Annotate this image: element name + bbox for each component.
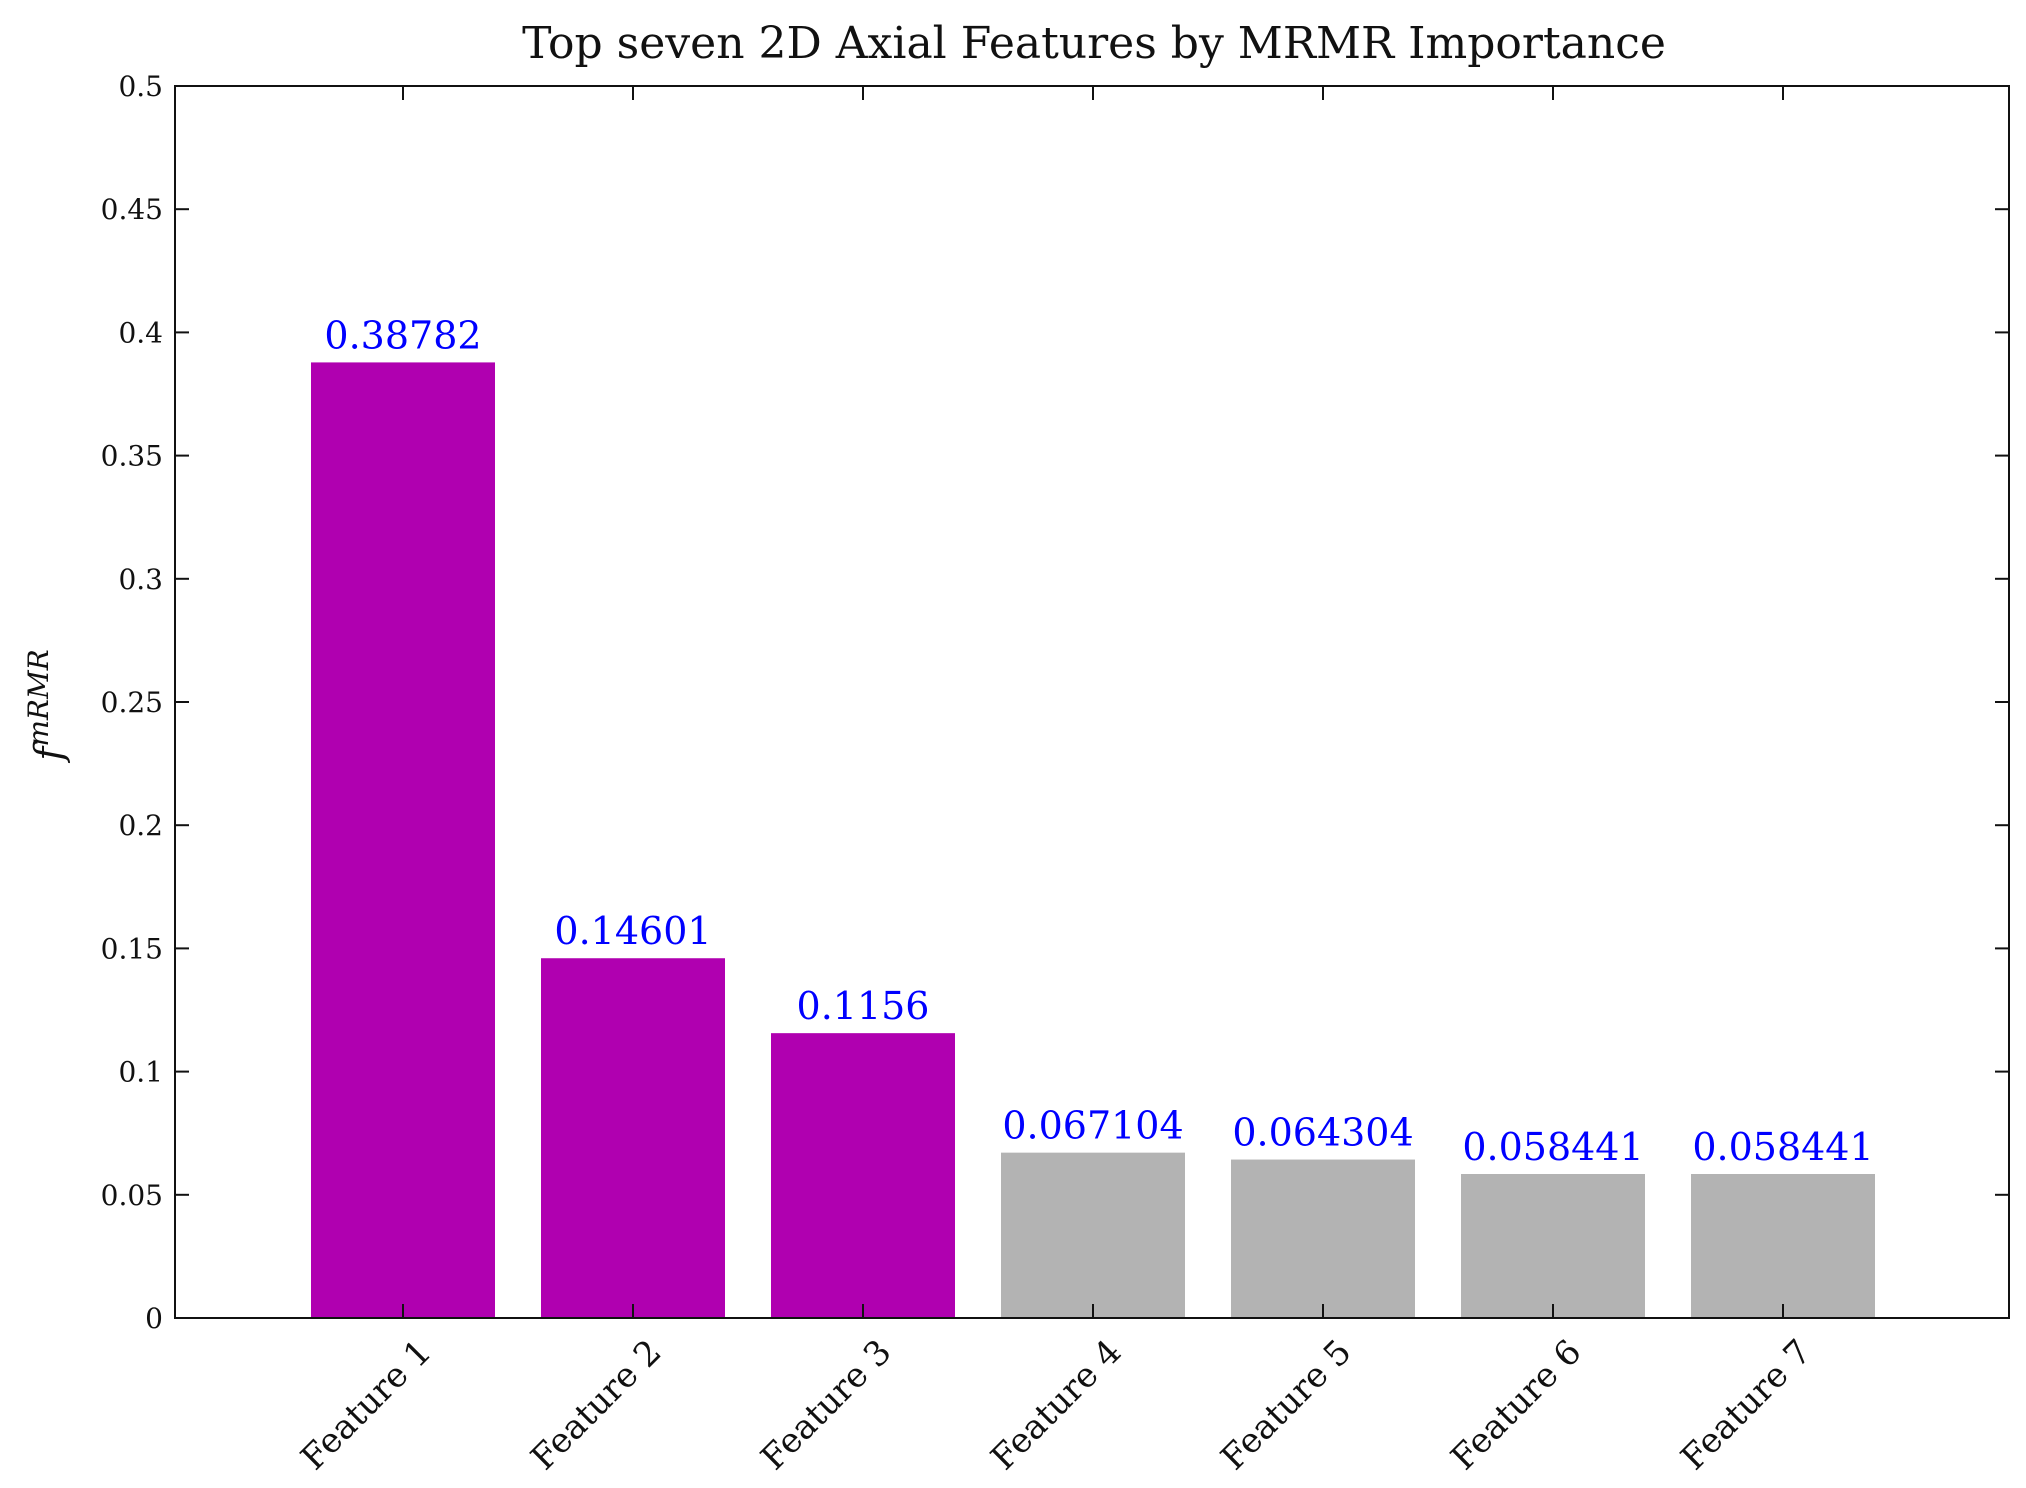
y-tick-label: 0.45 bbox=[101, 193, 163, 226]
y-tick-label: 0.35 bbox=[101, 440, 163, 473]
y-axis-label: fmRMR bbox=[22, 649, 71, 763]
bars-group bbox=[311, 362, 1875, 1319]
data-label-feature-6: 0.058441 bbox=[1462, 1125, 1643, 1169]
bar-feature-1 bbox=[311, 362, 495, 1319]
data-label-feature-1: 0.38782 bbox=[324, 313, 481, 357]
data-label-feature-5: 0.064304 bbox=[1232, 1111, 1413, 1155]
y-tick-label: 0.2 bbox=[118, 809, 163, 842]
y-tick-label: 0.4 bbox=[118, 316, 163, 349]
x-tick-label-feature-3: Feature 3 bbox=[753, 1332, 899, 1478]
bar-feature-4 bbox=[1001, 1152, 1185, 1318]
data-labels-group: 0.38782 0.14601 0.1156 0.067104 0.064304 0.05… bbox=[324, 313, 1873, 1169]
chart-title: Top seven 2D Axial Features by MRMR Impo… bbox=[522, 18, 1666, 69]
data-label-feature-7: 0.058441 bbox=[1692, 1125, 1873, 1169]
bar-feature-2 bbox=[541, 958, 725, 1318]
y-tick-label: 0.15 bbox=[101, 932, 163, 965]
y-tick-label: 0 bbox=[145, 1302, 163, 1335]
data-label-feature-2: 0.14601 bbox=[554, 909, 711, 953]
bar-feature-5 bbox=[1231, 1159, 1415, 1318]
x-tick-label-feature-6: Feature 6 bbox=[1443, 1332, 1589, 1478]
bar-feature-3 bbox=[771, 1033, 955, 1318]
bar-feature-7 bbox=[1691, 1174, 1875, 1318]
plot-area-frame bbox=[174, 85, 2010, 1319]
y-tick-label: 0.05 bbox=[101, 1179, 163, 1212]
x-tick-label-feature-1: Feature 1 bbox=[293, 1332, 439, 1478]
data-label-feature-4: 0.067104 bbox=[1002, 1104, 1183, 1148]
x-tick-label-feature-5: Feature 5 bbox=[1213, 1332, 1359, 1478]
y-axis-label-group: fmRMR bbox=[22, 649, 71, 763]
y-tick-label: 0.5 bbox=[118, 70, 163, 103]
y-tick-label: 0.3 bbox=[118, 563, 163, 596]
bar-feature-6 bbox=[1461, 1174, 1645, 1318]
data-label-feature-3: 0.1156 bbox=[797, 984, 930, 1028]
y-tick-label: 0.1 bbox=[118, 1056, 163, 1089]
x-tick-label-feature-2: Feature 2 bbox=[523, 1332, 669, 1478]
y-tick-label: 0.25 bbox=[101, 686, 163, 719]
x-tick-label-feature-7: Feature 7 bbox=[1673, 1332, 1819, 1478]
x-tick-label-feature-4: Feature 4 bbox=[983, 1332, 1129, 1478]
